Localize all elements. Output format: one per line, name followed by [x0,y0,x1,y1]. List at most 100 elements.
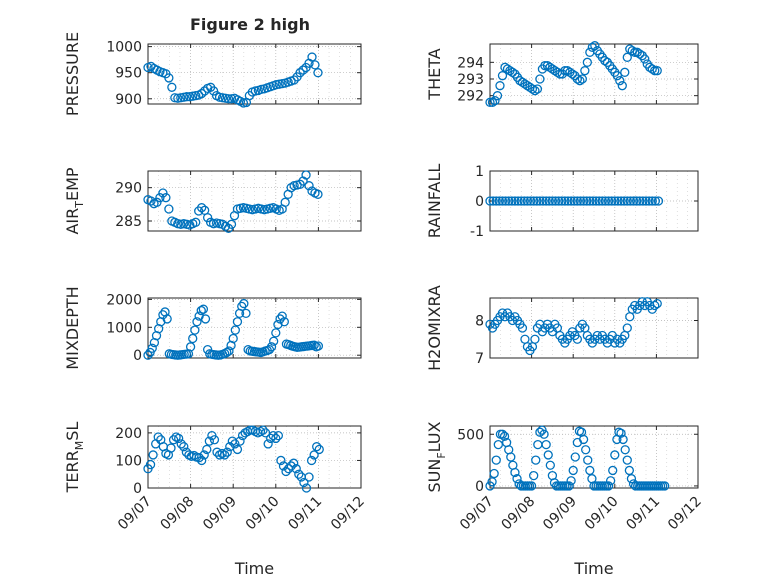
rainfall-point [582,196,592,206]
sun_flux-xlabel: Time [573,559,613,578]
sun_flux-point [624,465,635,476]
terr_msl-xlabel: Time [234,559,274,578]
sun_flux-point [566,476,576,486]
mixdepth-point [266,342,277,352]
terr_msl-point [194,453,204,463]
mixdepth-ytick-label: 1000 [106,320,142,336]
rainfall-point [647,196,657,206]
mixdepth-point [147,343,157,353]
theta-point [635,49,645,59]
sun_flux-ytick-label: 500 [457,427,484,443]
mixdepth-point [277,311,287,321]
theta-point [530,86,540,96]
rainfall-point [628,196,639,206]
rainfall-point [607,196,617,206]
mixdepth-axes-box [147,297,362,359]
rainfall-point [541,196,551,206]
rainfall-point [644,196,654,206]
terr_msl-point [199,450,209,460]
theta-point [507,67,518,77]
rainfall-series [485,196,664,206]
theta-ytick-label: 293 [457,72,484,88]
rainfall-point [591,196,601,206]
panel-mixdepth: 0 1000 2000 MIXDEPTH [63,286,362,370]
theta-point [535,74,545,84]
mixdepth-point [232,317,243,327]
pressure-point [310,60,320,70]
air_temp-ytick-label: 285 [115,214,142,230]
mixdepth-point [222,347,232,358]
theta-point [572,74,583,84]
theta-point [590,41,600,51]
air_temp-point [313,189,323,199]
terr_msl-point [291,464,301,474]
pressure-ytick-label: 900 [115,92,142,108]
terr_msl-point [299,477,309,488]
sun_flux-point [618,434,628,445]
mixdepth-point [243,344,253,355]
rainfall-point [560,196,570,206]
sun_flux-xtick-label: 09/10 [582,494,622,534]
sun_flux-point [581,445,591,455]
pressure-point [223,94,234,104]
sun_flux-point [570,452,580,462]
sun_flux-xtick-label: 09/07 [457,494,497,534]
h2omixra-point [517,323,528,333]
pressure-point [307,52,317,62]
terr_msl-point [166,443,176,453]
mixdepth-point [192,317,202,327]
mixdepth-point [241,308,251,318]
mixdepth-point [271,328,281,338]
mixdepth-point [237,301,247,312]
mixdepth-point [309,340,319,350]
sun_flux-point [487,477,497,487]
sun_flux-point [660,481,670,491]
theta-series [485,41,662,107]
rainfall-point [610,196,620,206]
mixdepth-point [143,350,153,360]
rainfall-point [529,196,539,206]
pressure-axes-box [147,43,362,105]
mixdepth-ylabel: MIXDEPTH [63,286,82,369]
air_temp-point [161,193,171,203]
terr_msl-point [176,439,186,449]
terr_msl-point [309,450,319,460]
theta-point [652,66,662,76]
rainfall-point [494,196,505,206]
mixdepth-point [264,344,275,355]
terr_msl-point [230,439,240,449]
sun_flux-point [539,429,549,439]
pressure-point [167,82,177,92]
theta-point [485,97,495,107]
sun_flux-point [578,434,589,445]
terr_msl-point [148,450,158,460]
terr_msl-point [145,459,156,470]
rainfall-ytick-label: -1 [470,224,484,240]
theta-ylabel: THETA [425,48,444,100]
h2omixra-point [652,298,662,309]
rainfall-point [510,196,520,206]
h2omixra-point [650,300,660,311]
mixdepth-ytick-label: 2000 [106,292,142,308]
terr_msl-point [294,469,304,479]
panel-pressure: 900 950 1000 PRESSURE [63,32,362,116]
terr_msl-point [222,447,232,457]
h2omixra-point [572,334,583,344]
mixdepth-series [143,298,324,360]
h2omixra-point [622,323,632,333]
sun_flux-point [605,476,616,486]
theta-point [612,71,622,81]
rainfall-point [491,196,501,206]
terr_msl-ytick-label: 0 [133,481,142,497]
terr_msl-ytick-label: 100 [115,453,142,469]
rainfall-point [594,196,604,206]
terr_msl-point [286,461,296,471]
rainfall-point [522,196,533,206]
mixdepth-point [313,341,324,351]
sun_flux-point [489,468,499,479]
mixdepth-point [185,342,196,352]
terr_msl-xtick-label: 09/12 [328,494,368,534]
mixdepth-ytick-label: 0 [133,348,142,364]
terr_msl-point [289,458,299,468]
